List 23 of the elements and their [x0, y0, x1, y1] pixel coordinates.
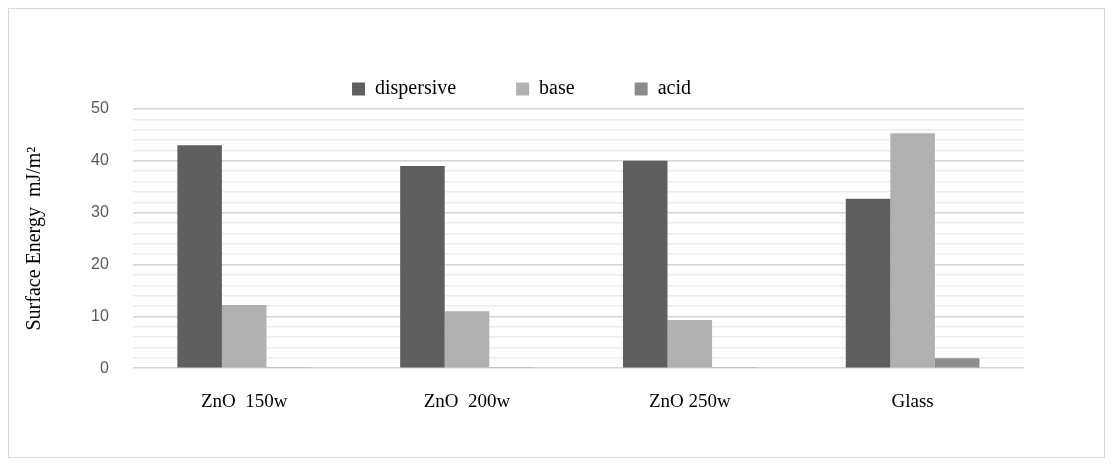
y-tick-label: 40: [91, 151, 109, 169]
y-tick-label: 50: [91, 99, 109, 117]
bar: [177, 145, 222, 368]
bar: [622, 160, 668, 368]
bar: [221, 304, 267, 368]
y-tick-label: 0: [99, 358, 109, 376]
legend-label: acid: [657, 76, 691, 99]
legend-label: base: [539, 76, 575, 99]
y-tick-label: 30: [91, 203, 109, 221]
x-tick-label: ZnO 250w: [648, 389, 731, 411]
y-axis-title: Surface Energy mJ/m²: [22, 146, 46, 331]
bar: [934, 358, 980, 368]
x-tick-label: ZnO 150w: [200, 389, 288, 411]
bar: [845, 198, 891, 368]
bar: [400, 166, 445, 368]
x-tick-label: Glass: [891, 389, 934, 411]
bar: [667, 319, 713, 368]
legend-label: dispersive: [375, 76, 457, 100]
bar: [890, 133, 935, 368]
y-tick-label: 20: [91, 254, 109, 272]
bar: [444, 311, 490, 368]
y-tick-label: 10: [91, 306, 109, 324]
x-tick-label: ZnO 200w: [423, 389, 511, 411]
